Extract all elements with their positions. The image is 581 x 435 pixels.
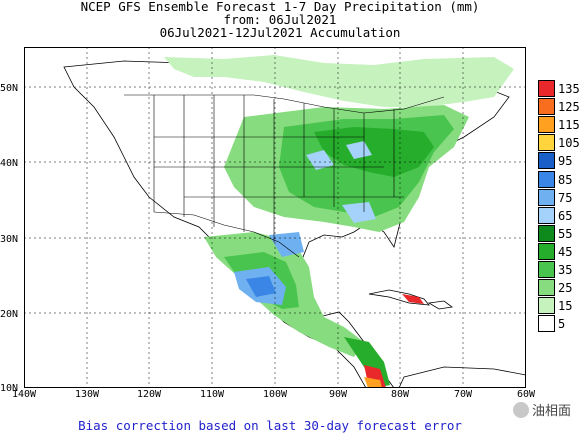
legend-level-label: 15 <box>558 299 573 314</box>
graticule <box>24 47 526 388</box>
lon-label-100w: 100W <box>262 389 288 400</box>
legend-swatch <box>538 170 555 188</box>
precip-central-america-orange <box>364 377 382 388</box>
legend-swatch <box>538 188 555 206</box>
precip-canada-light <box>164 55 514 107</box>
lon-label-60w: 60W <box>516 389 536 400</box>
precip-midwest-blue <box>306 150 334 170</box>
bias-correction-note: Bias correction based on last 30-day for… <box>78 418 462 433</box>
legend-level-label: 55 <box>558 226 573 241</box>
lon-label-120w: 120W <box>136 389 162 400</box>
wechat-icon <box>513 401 529 418</box>
legend-swatch <box>538 98 555 116</box>
lat-label-40n: 40N <box>0 158 19 169</box>
precip-ohio-blue <box>346 141 372 159</box>
legend-swatch <box>538 116 555 134</box>
lon-label-90w: 90W <box>328 389 348 400</box>
lon-label-80w: 80W <box>390 389 410 400</box>
lat-label-30n: 30N <box>0 234 19 245</box>
political-borders <box>124 94 445 258</box>
watermark-text: 油相面 <box>532 404 572 419</box>
legend-swatch <box>538 279 555 297</box>
legend-level-label: 105 <box>558 136 580 151</box>
legend-level-label: 25 <box>558 281 573 296</box>
legend-swatch <box>538 242 555 260</box>
lon-label-70w: 70W <box>453 389 473 400</box>
legend-level-label: 5 <box>558 317 566 332</box>
legend-swatch <box>538 261 555 278</box>
legend-swatch <box>538 152 555 170</box>
legend-level-label: 65 <box>558 208 573 223</box>
legend-level-label: 135 <box>558 82 580 96</box>
precipitation-map <box>24 47 526 388</box>
legend-level-label: 75 <box>558 190 573 205</box>
legend-swatch <box>538 80 555 97</box>
legend-swatch <box>538 206 555 224</box>
legend-level-label: 35 <box>558 263 573 277</box>
legend-level-label: 45 <box>558 244 573 259</box>
lon-label-110w: 110W <box>199 389 225 400</box>
lat-label-10n: 10N <box>0 383 19 394</box>
lat-label-20n: 20N <box>0 309 19 320</box>
lat-label-50n: 50N <box>0 83 19 94</box>
legend-swatch <box>538 315 555 333</box>
precip-great-lakes-bands <box>314 127 434 177</box>
state-lines <box>153 95 404 242</box>
canada-us-border <box>124 94 445 114</box>
precip-mexico-core <box>246 276 276 297</box>
precip-southeast-blue <box>342 202 376 223</box>
lon-label-140w: 140W <box>11 389 37 400</box>
hispaniola-island <box>427 300 454 310</box>
legend-level-label: 95 <box>558 154 573 169</box>
lon-label-130w: 130W <box>74 389 100 400</box>
legend-swatch <box>538 134 555 152</box>
map-canvas <box>24 47 526 388</box>
legend-level-label: 85 <box>558 172 573 187</box>
legend-swatch <box>538 297 555 315</box>
legend-swatch <box>538 224 555 242</box>
legend-level-label: 125 <box>558 100 580 115</box>
watermark: 油相面 <box>513 400 571 419</box>
map-frame <box>24 47 526 388</box>
legend-level-label: 115 <box>558 118 580 133</box>
map-title-line2: from: 06Jul2021 <box>223 12 337 27</box>
precip-cuba-red <box>402 294 424 304</box>
map-title-line1: NCEP GFS Ensemble Forecast 1-7 Day Preci… <box>80 0 480 14</box>
south-america-land <box>398 366 526 388</box>
map-title-line3: 06Jul2021-12Jul2021 Accumulation <box>159 25 401 40</box>
us-mexico-border <box>153 211 300 258</box>
